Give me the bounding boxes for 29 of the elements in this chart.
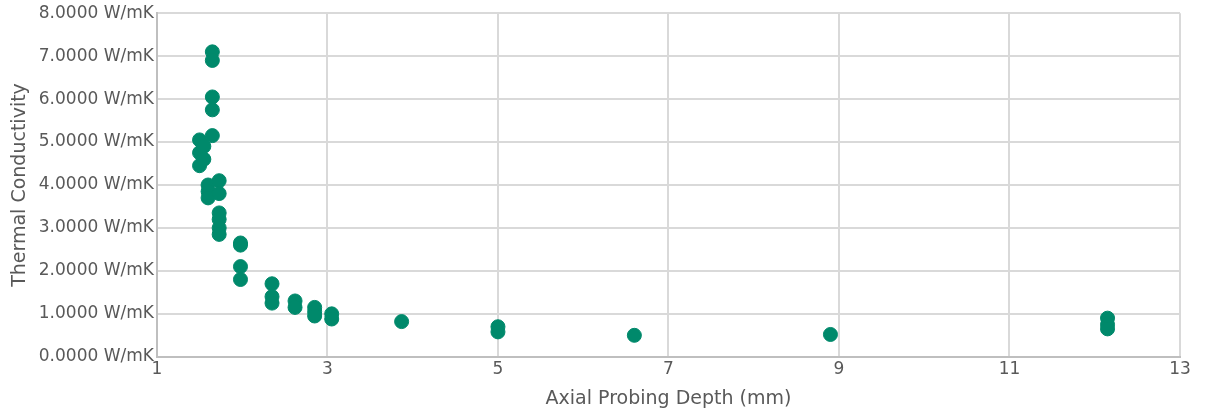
y-tick-label: 4.0000 W/mK [38,173,155,194]
x-axis-title: Axial Probing Depth (mm) [545,385,792,408]
x-tick-label: 3 [322,358,333,379]
y-tick-label: 6.0000 W/mK [38,87,155,108]
y-tick-label: 8.0000 W/mK [38,1,155,22]
point [626,327,642,343]
point [232,259,248,275]
point [232,271,248,287]
x-tick-label: 13 [1169,358,1191,379]
y-tick-label: 7.0000 W/mK [38,44,155,65]
point [204,102,220,118]
point [264,276,280,292]
y-tick-label: 3.0000 W/mK [38,216,155,237]
point [196,138,212,154]
y-tick-label: 1.0000 W/mK [38,302,155,323]
y-tick-label: 5.0000 W/mK [38,130,155,151]
point [196,151,212,167]
x-tick-label: 11 [998,358,1021,379]
point [204,128,220,144]
y-tick-label: 2.0000 W/mK [38,259,155,280]
y-tick-label: 0.0000 W/mK [38,345,155,366]
y-axis-title: Thermal Conductivity [7,83,30,288]
point [211,173,227,189]
point [394,314,410,330]
point [204,89,220,105]
x-tick-label: 9 [833,358,845,379]
x-tick-label: 7 [663,358,674,379]
point [822,326,838,342]
x-tick-label: 5 [492,358,504,379]
